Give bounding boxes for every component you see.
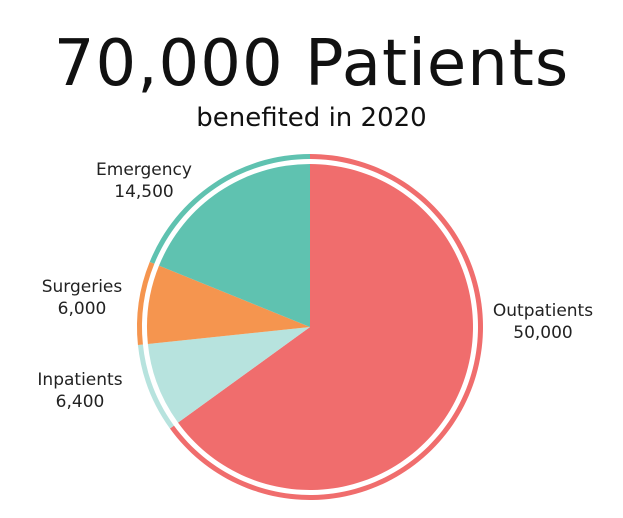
label-surgeries-value: 6,000 — [57, 299, 107, 319]
page-title: 70,000 Patients — [53, 27, 570, 101]
label-inpatients-value: 6,400 — [55, 392, 105, 412]
slice-emergency-ring — [149, 154, 310, 264]
label-surgeries-name: Surgeries — [41, 277, 123, 297]
slice-outpatients — [178, 164, 473, 491]
slice-emergency — [159, 164, 310, 327]
label-outpatients-name: Outpatients — [492, 301, 594, 321]
label-emergency-name: Emergency — [96, 160, 192, 180]
label-emergency: Emergency 14,500 — [84, 159, 204, 203]
label-emergency-value: 14,500 — [114, 182, 174, 202]
slice-inpatients — [147, 327, 310, 423]
label-outpatients: Outpatients 50,000 — [478, 300, 608, 344]
label-inpatients-name: Inpatients — [37, 370, 123, 390]
label-outpatients-value: 50,000 — [513, 323, 573, 343]
label-surgeries: Surgeries 6,000 — [22, 276, 142, 320]
label-inpatients: Inpatients 6,400 — [20, 369, 140, 413]
slice-surgeries — [146, 265, 310, 344]
page-subtitle: benefited in 2020 — [196, 103, 427, 133]
slice-surgeries-ring — [137, 261, 155, 345]
slice-inpatients-ring — [137, 344, 174, 429]
